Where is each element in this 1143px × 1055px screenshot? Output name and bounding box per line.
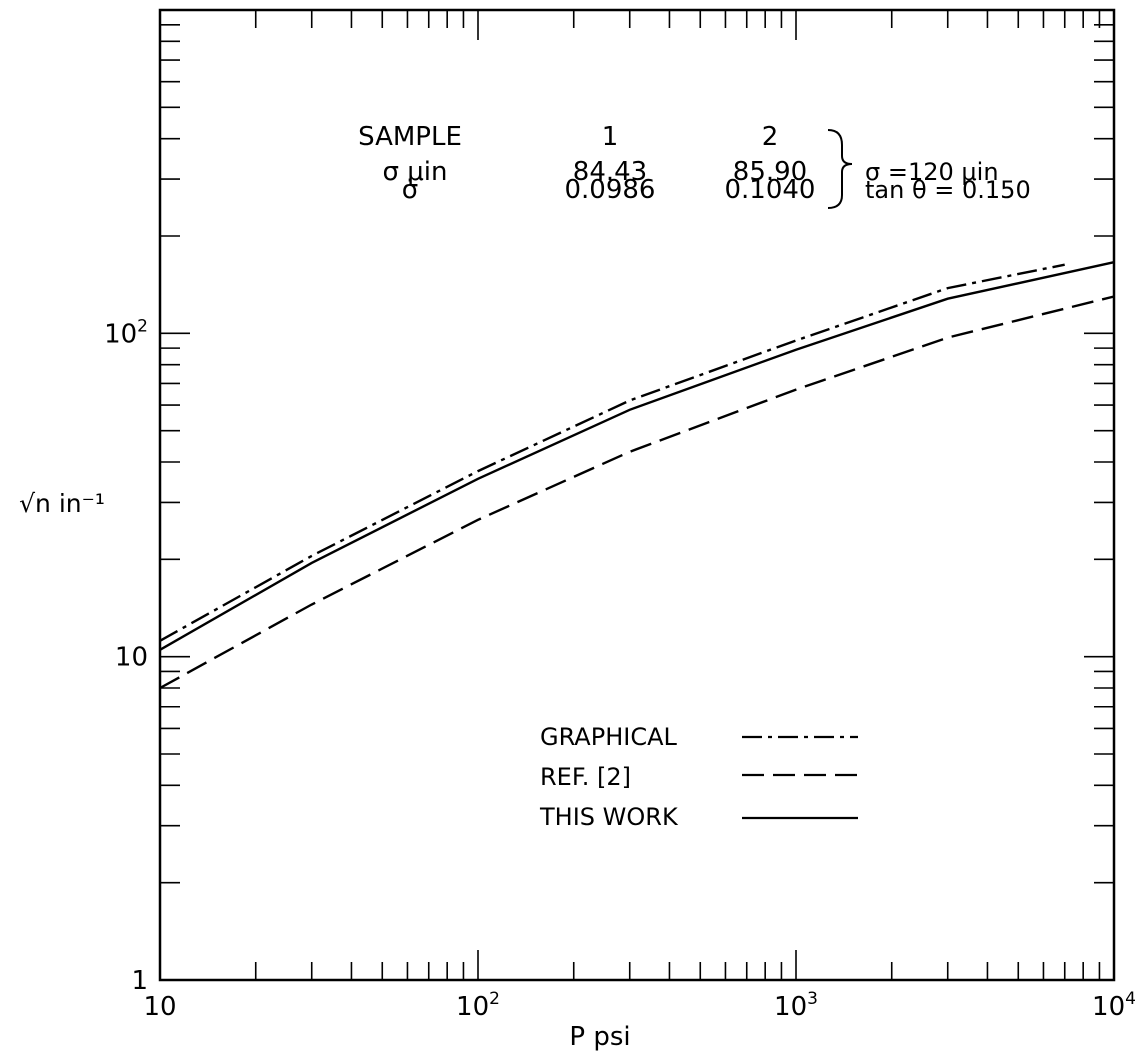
y-tick-label: 102 xyxy=(104,316,148,349)
table-brace xyxy=(827,129,853,209)
legend: GRAPHICAL REF. [2] THIS WORK xyxy=(539,723,858,831)
tick-marks xyxy=(160,10,1114,980)
table-header-2: 2 xyxy=(762,122,779,152)
curves xyxy=(159,261,1115,690)
sample-table: SAMPLE 1 2 σ μin 84.43 85.90 σ̇ 0.0986 0… xyxy=(358,122,1031,209)
table-row-sigma-value-2: 85.90 xyxy=(733,157,807,187)
x-tick-label: 10 xyxy=(143,992,176,1022)
y-tick-label: 1 xyxy=(131,966,148,996)
series-line-0 xyxy=(159,263,1065,642)
x-axis-label: P psi xyxy=(569,1022,630,1052)
plot-frame xyxy=(158,8,1116,982)
series-line-2 xyxy=(159,261,1115,651)
y-axis-label: √n in⁻¹ xyxy=(19,489,105,518)
legend-label-graphical: GRAPHICAL xyxy=(540,723,677,751)
y-tick-labels: 1 10 102 xyxy=(104,316,148,996)
table-header-sample: SAMPLE xyxy=(358,122,462,152)
x-tick-label: 103 xyxy=(774,989,818,1022)
table-row-sigmadot-value-2: 0.1040 xyxy=(725,175,816,205)
table-row-sigmadot-value-1: 0.0986 xyxy=(565,175,656,205)
y-tick-label: 10 xyxy=(115,643,148,673)
x-tick-labels: 10 102 103 104 xyxy=(143,989,1136,1022)
table-note-tan-theta: tan θ = 0.150 xyxy=(865,176,1031,204)
table-note-sigma: σ =120 μin xyxy=(865,158,999,186)
legend-label-ref2: REF. [2] xyxy=(540,763,631,791)
series-line-1 xyxy=(159,295,1115,690)
x-tick-label: 104 xyxy=(1092,989,1136,1022)
x-tick-label: 102 xyxy=(456,989,500,1022)
legend-label-this-work: THIS WORK xyxy=(539,803,679,831)
table-row-sigma-label: σ μin xyxy=(383,157,448,187)
table-row-sigmadot-label: σ̇ xyxy=(402,175,418,205)
table-row-sigma-value-1: 84.43 xyxy=(573,157,647,187)
table-header-1: 1 xyxy=(602,122,619,152)
